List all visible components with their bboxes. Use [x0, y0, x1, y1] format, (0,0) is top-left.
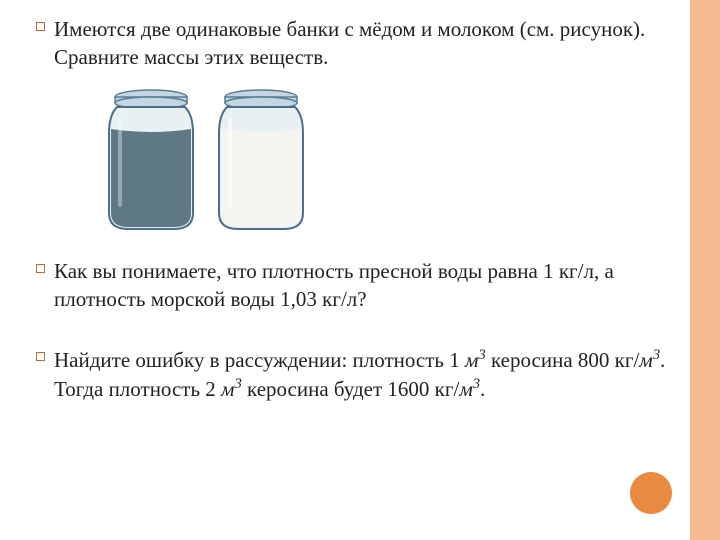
sup: 3	[478, 347, 485, 363]
jar-honey	[109, 90, 193, 229]
list-item: Найдите ошибку в рассуждении: плотность …	[36, 346, 666, 403]
jars-figure	[96, 85, 666, 240]
bullet-icon	[36, 352, 45, 361]
list-item: Имеются две одинаковые банки с мёдом и м…	[36, 16, 666, 71]
slide-content: Имеются две одинаковые банки с мёдом и м…	[36, 16, 666, 417]
item-text-part: .	[480, 377, 485, 401]
item-text-part: керосина 800 кг/	[486, 348, 640, 372]
list-item: Как вы понимаете, что плотность пресной …	[36, 258, 666, 313]
item-text-part: керосина будет 1600 кг/	[242, 377, 460, 401]
sup: 3	[234, 376, 241, 392]
jar-milk	[219, 90, 303, 229]
accent-stripe	[690, 0, 720, 540]
item-text-part: Найдите ошибку в рассуждении: плотность …	[54, 348, 465, 372]
unit: м	[639, 348, 652, 372]
jars-svg	[96, 85, 316, 235]
item-text: Как вы понимаете, что плотность пресной …	[54, 259, 614, 311]
unit: м	[465, 348, 478, 372]
bullet-icon	[36, 22, 45, 31]
item-text: Имеются две одинаковые банки с мёдом и м…	[54, 17, 645, 69]
bullet-icon	[36, 264, 45, 273]
unit: м	[221, 377, 234, 401]
sup: 3	[653, 347, 660, 363]
accent-dot	[630, 472, 672, 514]
sup: 3	[473, 376, 480, 392]
spacer	[36, 328, 666, 346]
unit: м	[459, 377, 472, 401]
